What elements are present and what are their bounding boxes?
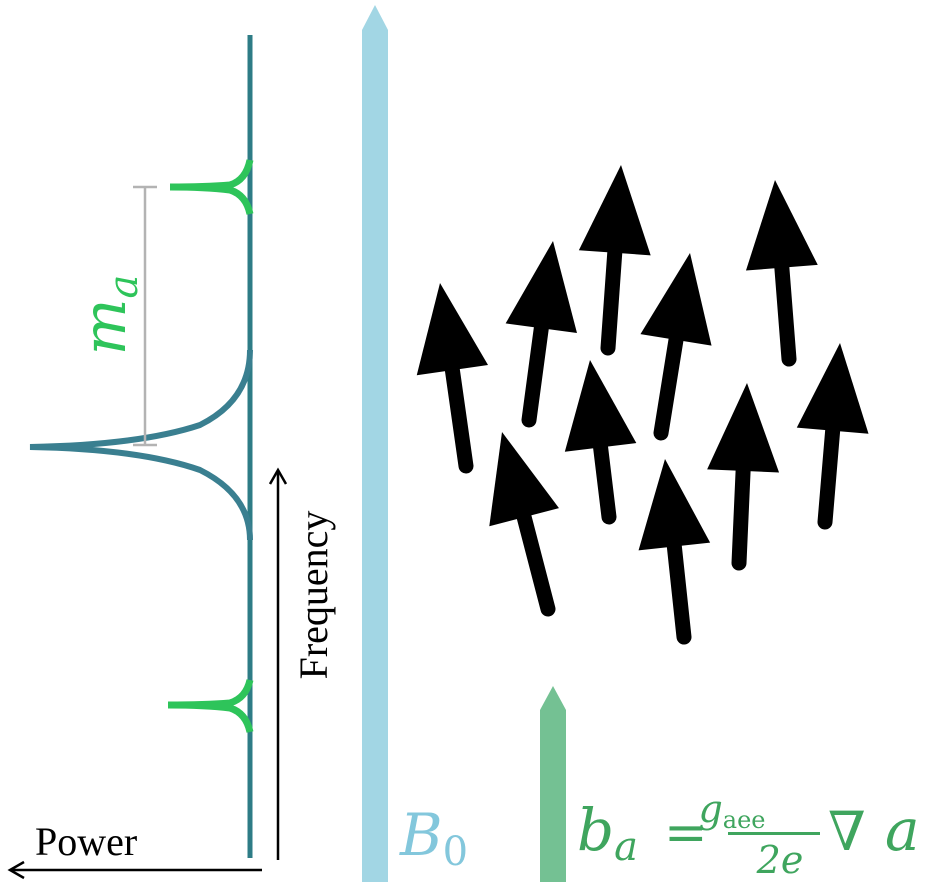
frequency-axis [268,467,288,860]
spectrum-main-peak [29,349,253,541]
spin-arrow-shaft [521,314,550,428]
sideband-upper [169,159,254,215]
spin-arrows [416,165,869,645]
spin-arrow-icon [796,343,869,434]
spin-arrow-shaft [817,417,841,530]
spin-arrow-icon [564,360,637,452]
spin-arrow-shaft [515,503,556,617]
svg-text:2e: 2e [756,838,804,882]
spin-arrow-icon [640,253,712,346]
b0-field-arrow-icon [362,5,388,882]
spin-arrow-icon [578,165,651,256]
spin-arrow-icon [638,459,711,551]
svg-text:=: = [664,803,708,863]
ba-equation: ba = gaee 2e ∇ a [577,787,920,882]
frequency-axis-label: Frequency [291,511,336,680]
spin-arrow-shaft [444,356,474,474]
spin-arrow-icon [505,241,577,334]
b0-label: B0 [399,801,468,875]
mass-gap-marker [133,185,157,447]
spin-arrow-icon [707,383,780,473]
spin-arrow-shaft [731,457,751,571]
svg-text:∇: ∇ [828,800,866,863]
mass-label: ma [70,275,147,356]
spin-arrow-shaft [592,433,617,525]
sideband-lower [167,679,254,733]
svg-text:gaee: gaee [698,787,765,834]
spin-arrow-icon [489,432,559,527]
spin-arrow-shaft [773,254,797,367]
spin-arrow-shaft [666,533,692,645]
spin-arrow-icon [416,283,489,376]
power-axis-label: Power [35,819,137,864]
power-axis [7,860,262,880]
ba-field-arrow-icon [540,686,566,882]
svg-text:a: a [885,796,920,864]
spin-arrow-shaft [600,239,623,356]
spin-arrow-icon [745,180,818,271]
svg-text:ba: ba [577,796,638,870]
spin-arrow-shaft [653,326,685,441]
